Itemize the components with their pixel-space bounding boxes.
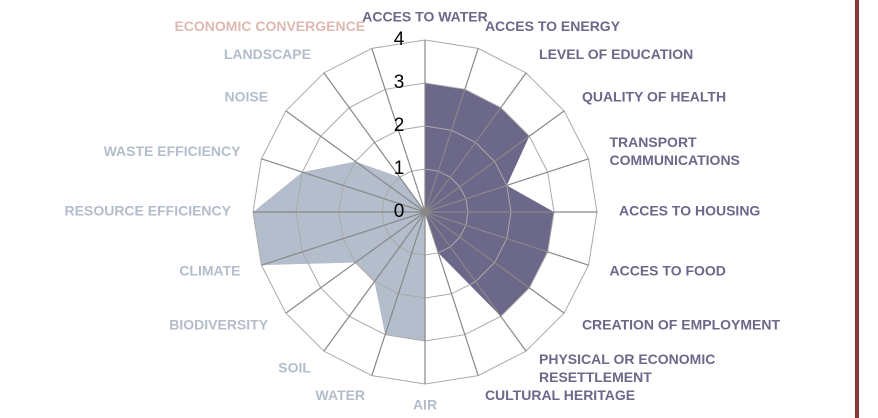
category-label: WASTE EFFICIENCY bbox=[104, 143, 242, 159]
spoke bbox=[323, 72, 426, 213]
spoke bbox=[285, 211, 426, 314]
category-label: SOIL bbox=[278, 360, 311, 376]
category-label: ECONOMIC CONVERGENCE bbox=[174, 18, 365, 34]
category-label: ACCES TO ENERGY bbox=[485, 18, 621, 34]
spoke bbox=[424, 211, 565, 314]
category-label-line: RESETTLEMENT bbox=[539, 369, 652, 385]
spoke bbox=[323, 211, 426, 352]
category-label: CLIMATE bbox=[179, 263, 240, 279]
category-label: TRANSPORT COMMUNICATIONS bbox=[610, 134, 740, 168]
category-label: ACCES TO FOOD bbox=[610, 263, 726, 279]
series-area bbox=[425, 83, 554, 317]
spoke bbox=[424, 211, 527, 352]
category-label: PHYSICAL OR ECONOMIC RESETTLEMENT bbox=[539, 351, 715, 385]
category-label: RESOURCE EFFICIENCY bbox=[65, 203, 232, 219]
category-label-line: COMMUNICATIONS bbox=[610, 152, 740, 168]
spoke bbox=[261, 211, 426, 266]
spoke bbox=[371, 211, 426, 376]
r-tick-label: 3 bbox=[394, 72, 405, 93]
category-label-line: PHYSICAL OR ECONOMIC bbox=[539, 351, 715, 367]
category-label-line: TRANSPORT bbox=[610, 134, 698, 150]
spoke bbox=[424, 110, 565, 213]
category-label: LANDSCAPE bbox=[224, 46, 311, 62]
series-area bbox=[253, 161, 425, 341]
r-tick-label: 4 bbox=[394, 29, 405, 50]
spoke bbox=[424, 211, 589, 266]
spoke bbox=[261, 158, 426, 213]
category-label: ACCES TO WATER bbox=[362, 9, 488, 25]
category-label: BIODIVERSITY bbox=[169, 317, 268, 333]
r-tick-label: 0 bbox=[394, 201, 405, 222]
category-label: WATER bbox=[316, 387, 366, 403]
spoke bbox=[424, 48, 479, 213]
category-label: ACCES TO HOUSING bbox=[619, 203, 760, 219]
spoke bbox=[424, 211, 479, 376]
spoke bbox=[371, 48, 426, 213]
r-tick-label: 1 bbox=[394, 158, 405, 179]
spoke bbox=[424, 158, 589, 213]
r-tick-label: 2 bbox=[394, 115, 405, 136]
category-label: CREATION OF EMPLOYMENT bbox=[582, 317, 781, 333]
side-border bbox=[855, 0, 859, 418]
category-label: AIR bbox=[413, 397, 437, 413]
spoke bbox=[285, 110, 426, 213]
category-label: QUALITY OF HEALTH bbox=[582, 89, 726, 105]
category-label: CULTURAL HERITAGE bbox=[485, 387, 635, 403]
category-label: LEVEL OF EDUCATION bbox=[539, 46, 693, 62]
spoke bbox=[424, 72, 527, 213]
category-label: NOISE bbox=[224, 89, 268, 105]
